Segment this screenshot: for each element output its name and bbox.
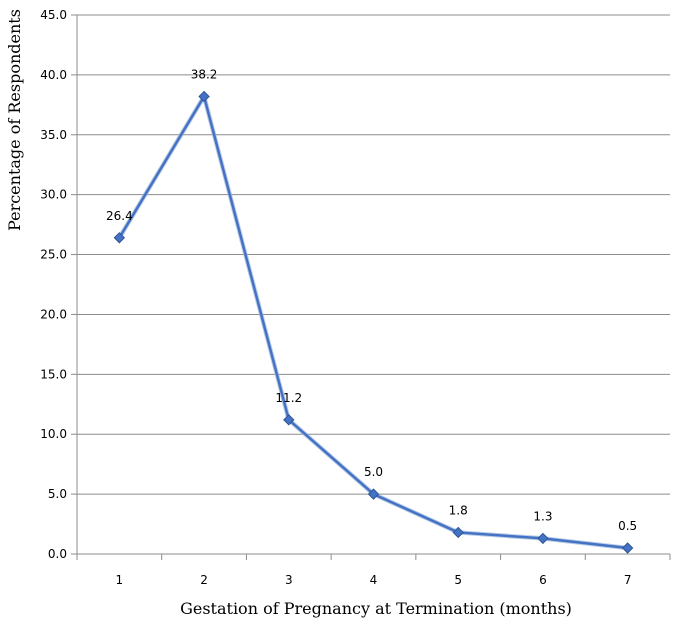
data-point-marker [537,532,549,545]
y-tick-label: 15.0 [40,367,67,381]
axes [76,15,671,560]
data-label: 1.3 [533,509,552,523]
y-tick-label: 25.0 [40,248,67,262]
y-tick-label: 10.0 [40,427,67,441]
data-label: 5.0 [364,465,383,479]
x-tick-label: 2 [200,573,208,587]
y-tick-label: 30.0 [40,188,67,202]
x-tick-label: 5 [454,573,462,587]
series-layer [113,90,634,554]
x-tick-label: 6 [539,573,547,587]
data-labels: 26.4 38.2 11.2 5.0 1.8 1.3 0.5 [106,67,637,533]
x-tick-label: 1 [116,573,124,587]
y-tick-label: 45.0 [40,8,67,22]
y-tick-label: 5.0 [48,487,67,501]
data-point-marker [621,542,634,554]
series-line-highlight [117,94,628,551]
gridlines [71,14,670,555]
data-point-marker [113,232,126,244]
y-axis-tick-labels: 0.0 5.0 10.0 15.0 20.0 25.0 30.0 35.0 40.0 45.0 [40,8,67,561]
data-point-marker [367,488,380,500]
data-point-marker [452,526,464,539]
data-label: 26.4 [106,209,133,223]
data-point-marker [283,414,295,426]
x-tick-label: 3 [285,573,293,587]
y-axis-title: Percentage of Respondents [5,9,24,231]
series-line [118,95,628,550]
x-axis-tick-labels: 1 2 3 4 5 6 7 [116,573,632,587]
data-label: 11.2 [275,391,302,405]
data-point-marker [198,90,210,103]
data-label: 38.2 [191,67,218,81]
x-tick-label: 7 [624,573,632,587]
data-label: 1.8 [449,503,468,517]
y-tick-label: 40.0 [40,68,67,82]
x-tick-label: 4 [370,573,378,587]
y-tick-label: 35.0 [40,128,67,142]
x-axis-title: Gestation of Pregnancy at Termination (m… [180,599,572,618]
y-tick-label: 20.0 [40,307,67,321]
data-label: 0.5 [618,519,637,533]
y-tick-label: 0.0 [48,547,67,561]
